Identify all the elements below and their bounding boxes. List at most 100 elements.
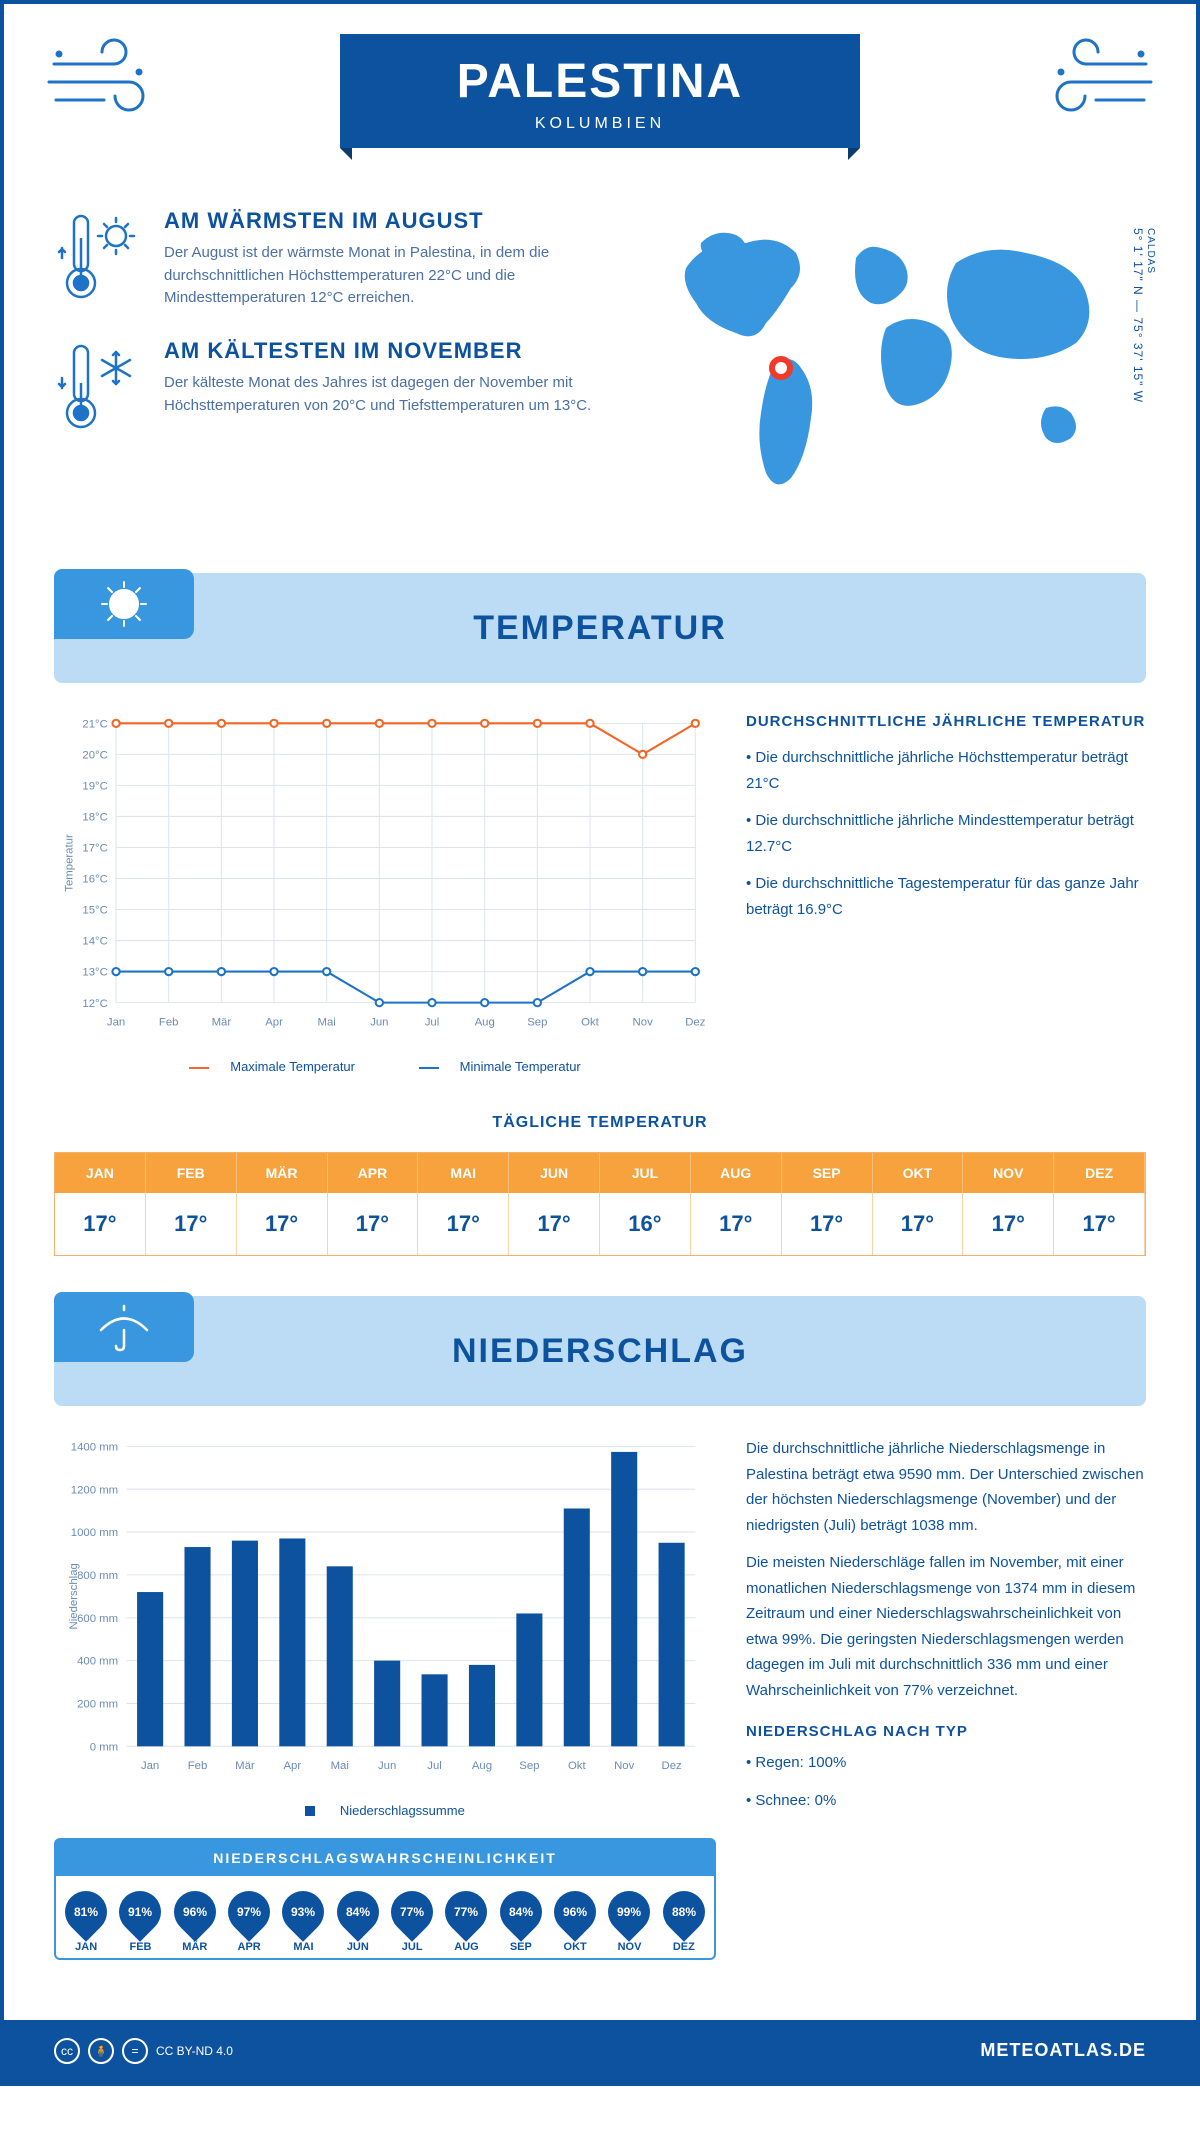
svg-text:21°C: 21°C: [82, 718, 107, 730]
svg-text:12°C: 12°C: [82, 998, 107, 1010]
header: PALESTINA KOLUMBIEN: [4, 4, 1196, 188]
probability-drop: 99% NOV: [604, 1891, 654, 1953]
month-header: JUL: [600, 1153, 691, 1193]
svg-text:Jun: Jun: [378, 1760, 396, 1772]
svg-text:Niederschlag: Niederschlag: [68, 1563, 80, 1629]
fact-row: AM WÄRMSTEN IM AUGUST Der August ist der…: [4, 188, 1196, 553]
svg-text:Sep: Sep: [519, 1760, 539, 1772]
month-header: MAI: [418, 1153, 509, 1193]
probability-drop: 93% MAI: [278, 1891, 328, 1953]
license: cc 🧍 = CC BY-ND 4.0: [54, 2038, 233, 2064]
section-banner-precipitation: NIEDERSCHLAG: [54, 1296, 1146, 1406]
infographic-card: PALESTINA KOLUMBIEN: [0, 0, 1200, 2086]
page-subtitle: KOLUMBIEN: [340, 115, 860, 133]
wind-icon: [1036, 34, 1156, 129]
month-header: FEB: [146, 1153, 237, 1193]
svg-text:Dez: Dez: [685, 1016, 706, 1028]
svg-text:Sep: Sep: [527, 1016, 547, 1028]
svg-text:Temperatur: Temperatur: [64, 834, 76, 892]
precipitation-title: NIEDERSCHLAG: [452, 1332, 748, 1371]
probability-drop: 77% JUL: [387, 1891, 437, 1953]
svg-text:600 mm: 600 mm: [77, 1613, 118, 1625]
month-value: 17°: [509, 1193, 600, 1255]
month-value: 17°: [963, 1193, 1054, 1255]
month-header: SEP: [782, 1153, 873, 1193]
svg-text:Mär: Mär: [212, 1016, 232, 1028]
probability-drop: 88% DEZ: [659, 1891, 709, 1953]
svg-text:1200 mm: 1200 mm: [71, 1484, 118, 1496]
svg-text:Apr: Apr: [265, 1016, 283, 1028]
probability-drop: 96% MÄR: [170, 1891, 220, 1953]
svg-text:1000 mm: 1000 mm: [71, 1527, 118, 1539]
probability-drop: 77% AUG: [441, 1891, 491, 1953]
svg-text:400 mm: 400 mm: [77, 1656, 118, 1668]
daily-temperature: TÄGLICHE TEMPERATUR JANFEBMÄRAPRMAIJUNJU…: [54, 1114, 1146, 1256]
month-header: JAN: [55, 1153, 146, 1193]
svg-text:20°C: 20°C: [82, 750, 107, 762]
month-header: MÄR: [237, 1153, 328, 1193]
month-value: 17°: [55, 1193, 146, 1255]
month-value: 17°: [328, 1193, 419, 1255]
month-header: NOV: [963, 1153, 1054, 1193]
svg-text:Jul: Jul: [425, 1016, 440, 1028]
svg-text:800 mm: 800 mm: [77, 1570, 118, 1582]
month-header: JUN: [509, 1153, 600, 1193]
precipitation-side-text: Die durchschnittliche jährliche Niedersc…: [746, 1436, 1146, 1960]
svg-text:Nov: Nov: [633, 1016, 654, 1028]
month-value: 17°: [873, 1193, 964, 1255]
month-value: 17°: [691, 1193, 782, 1255]
svg-text:1400 mm: 1400 mm: [71, 1441, 118, 1453]
probability-drop: 84% SEP: [496, 1891, 546, 1953]
coordinates: CALDAS 5° 1' 17" N — 75° 37' 15" W: [1131, 228, 1156, 403]
svg-text:Okt: Okt: [568, 1760, 587, 1772]
world-map: CALDAS 5° 1' 17" N — 75° 37' 15" W: [646, 208, 1146, 513]
location-marker: [772, 359, 790, 377]
fact-warm-title: AM WÄRMSTEN IM AUGUST: [164, 208, 594, 234]
month-value: 17°: [237, 1193, 328, 1255]
month-value: 17°: [782, 1193, 873, 1255]
month-header: APR: [328, 1153, 419, 1193]
fact-cold-title: AM KÄLTESTEN IM NOVEMBER: [164, 338, 594, 364]
svg-text:Jul: Jul: [427, 1760, 442, 1772]
precipitation-chart-area: 0 mm200 mm400 mm600 mm800 mm1000 mm1200 …: [4, 1406, 1196, 1990]
svg-text:0 mm: 0 mm: [90, 1741, 118, 1753]
svg-text:Aug: Aug: [472, 1760, 492, 1772]
section-banner-temperature: TEMPERATUR: [54, 573, 1146, 683]
fact-cold: AM KÄLTESTEN IM NOVEMBER Der kälteste Mo…: [54, 338, 616, 443]
title-block: PALESTINA KOLUMBIEN: [340, 34, 860, 148]
probability-drop: 96% OKT: [550, 1891, 600, 1953]
svg-text:19°C: 19°C: [82, 781, 107, 793]
month-value: 17°: [1054, 1193, 1145, 1255]
probability-drop: 91% FEB: [115, 1891, 165, 1953]
svg-text:Aug: Aug: [475, 1016, 495, 1028]
svg-text:14°C: 14°C: [82, 936, 107, 948]
fact-warm: AM WÄRMSTEN IM AUGUST Der August ist der…: [54, 208, 616, 313]
probability-drop: 81% JAN: [61, 1891, 111, 1953]
svg-text:17°C: 17°C: [82, 843, 107, 855]
probability-drop: 97% APR: [224, 1891, 274, 1953]
svg-text:Dez: Dez: [662, 1760, 683, 1772]
brand: METEOATLAS.DE: [980, 2040, 1146, 2061]
umbrella-icon: [54, 1292, 194, 1362]
svg-text:Jun: Jun: [370, 1016, 388, 1028]
month-header: OKT: [873, 1153, 964, 1193]
svg-text:Mai: Mai: [331, 1760, 349, 1772]
temperature-legend: Maximale Temperatur Minimale Temperatur: [54, 1059, 716, 1074]
temperature-title: TEMPERATUR: [473, 609, 727, 648]
month-value: 17°: [418, 1193, 509, 1255]
svg-text:Mai: Mai: [318, 1016, 336, 1028]
nd-icon: =: [122, 2038, 148, 2064]
svg-text:Nov: Nov: [614, 1760, 635, 1772]
svg-text:Okt: Okt: [581, 1016, 600, 1028]
temperature-chart-area: 12°C13°C14°C15°C16°C17°C18°C19°C20°C21°C…: [4, 683, 1196, 1104]
svg-text:15°C: 15°C: [82, 905, 107, 917]
probability-drop: 84% JUN: [333, 1891, 383, 1953]
sun-icon: [54, 569, 194, 639]
precipitation-legend: Niederschlagssumme: [54, 1803, 716, 1818]
svg-text:16°C: 16°C: [82, 874, 107, 886]
month-header: AUG: [691, 1153, 782, 1193]
daily-temp-table: JANFEBMÄRAPRMAIJUNJULAUGSEPOKTNOVDEZ17°1…: [54, 1152, 1146, 1256]
fact-warm-text: Der August ist der wärmste Monat in Pale…: [164, 242, 594, 310]
month-header: DEZ: [1054, 1153, 1145, 1193]
svg-text:Jan: Jan: [141, 1760, 159, 1772]
